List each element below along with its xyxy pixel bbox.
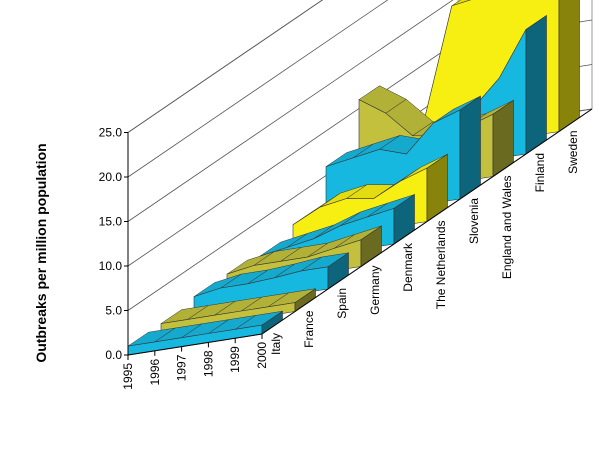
x-tick-label: 1995: [121, 363, 135, 390]
band-end-face: [459, 95, 481, 200]
band-end-face: [525, 14, 547, 155]
x-axis-ticks: 1995 1996 1997 1998 1999 2000: [121, 333, 269, 390]
category-tick-label: Italy: [269, 333, 283, 355]
y-axis-label: Outbreaks per million population: [33, 143, 49, 362]
y-tick-label: 0.0: [105, 348, 122, 362]
y-tick-label: 20.0: [99, 170, 123, 184]
category-tick-label: Slovenia: [467, 198, 481, 244]
y-tick-label: 25.0: [99, 126, 123, 140]
gridline: [127, 0, 324, 133]
x-tick-label: 2000: [255, 342, 269, 369]
x-tick-label: 1998: [201, 350, 215, 377]
x-axis-line: [127, 333, 263, 356]
series-bands: [127, 0, 580, 356]
category-axis-line: [261, 108, 593, 335]
category-ticks: Italy France Spain Germany Denmark The Nether…: [261, 108, 593, 355]
gridline: [127, 0, 389, 178]
category-tick-label: Denmark: [401, 242, 415, 292]
category-tick-label: Sweden: [566, 131, 580, 174]
category-tick-label: Germany: [368, 266, 382, 315]
y-tick-label: 5.0: [105, 304, 122, 318]
category-tick-label: The Netherlands: [434, 221, 448, 310]
category-tick-label: France: [302, 310, 316, 348]
series-band: [193, 252, 349, 311]
category-tick-label: Finland: [533, 153, 547, 192]
gridline: [127, 0, 454, 222]
x-tick-label: 1996: [148, 358, 162, 385]
category-tick-label: Spain: [335, 288, 349, 319]
x-tick-label: 1997: [175, 354, 189, 381]
band-end-face: [558, 0, 580, 133]
category-tick-label: England and Wales: [500, 176, 514, 280]
y-tick-label: 15.0: [99, 215, 123, 229]
series-band: [127, 310, 283, 356]
y-tick-label: 10.0: [99, 259, 123, 273]
x-tick-label: 1999: [228, 346, 242, 373]
y-axis-ticks: 0.0 5.0 10.0 15.0 20.0 25.0: [99, 126, 129, 362]
